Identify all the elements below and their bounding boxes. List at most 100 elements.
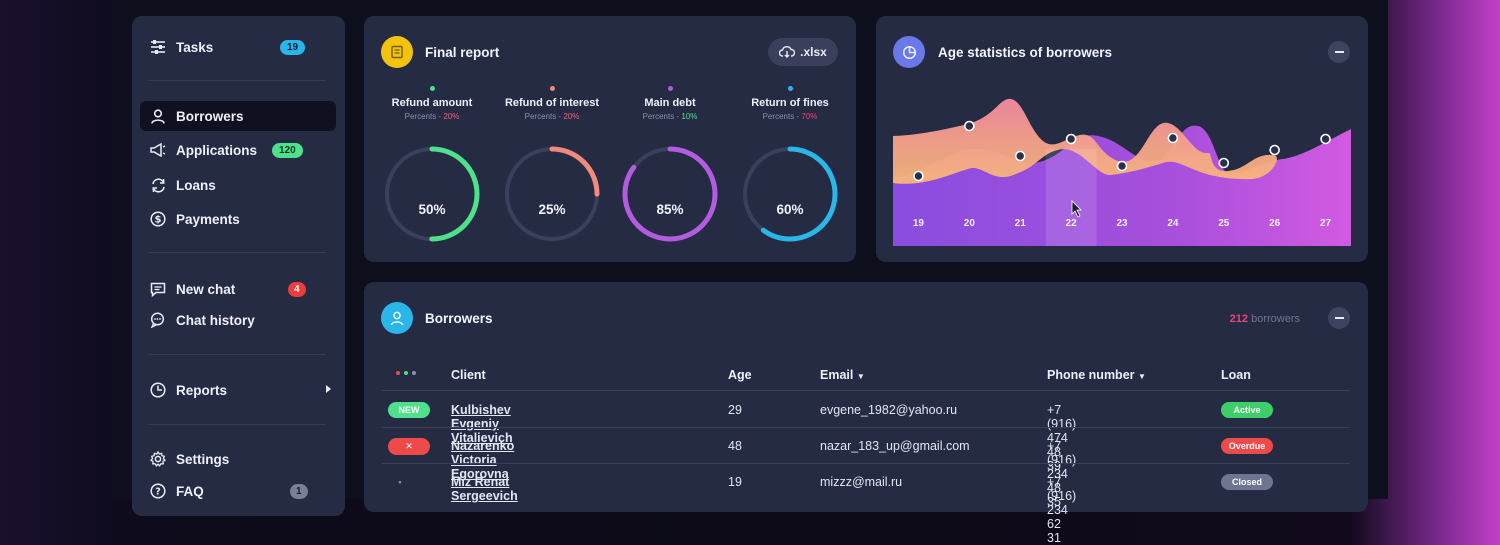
data-point-27[interactable] (1320, 133, 1331, 145)
sidebar-item-loans[interactable]: Loans (140, 170, 336, 200)
x-tick-label: 23 (1116, 218, 1128, 229)
x-tick-label: 21 (1015, 218, 1027, 229)
data-point-23[interactable] (1116, 160, 1128, 172)
help-icon: ? (148, 481, 168, 501)
user-circle-icon (381, 302, 413, 334)
data-point-21[interactable] (1014, 150, 1026, 162)
metric-value: 85% (656, 202, 684, 217)
collapse-age-statistics-button[interactable] (1328, 41, 1350, 63)
metric-sub-value: 20% (563, 112, 580, 121)
metric-sub-prefix: Percents - (404, 112, 444, 121)
metric-dot (549, 86, 555, 91)
chat-icon (148, 279, 168, 299)
applications-count-badge: 120 (272, 142, 303, 158)
megaphone-icon (148, 140, 168, 160)
column-header-email-label: Email (820, 368, 854, 382)
sidebar-item-label: Payments (176, 211, 240, 227)
metric-sub: Percents - 20% (372, 112, 492, 121)
metric-name: Return of fines (751, 97, 829, 109)
metric-value: 50% (418, 202, 446, 217)
data-point-25[interactable] (1218, 157, 1230, 169)
metric-dot (787, 86, 793, 91)
row-tag: • (398, 477, 402, 487)
sidebar-divider (148, 80, 326, 81)
data-point-19[interactable] (913, 170, 924, 182)
sidebar-item-label: FAQ (176, 483, 204, 499)
x-tick-label: 26 (1269, 218, 1281, 229)
sidebar-item-label: Applications (176, 142, 258, 158)
svg-text:$: $ (155, 215, 162, 226)
metric-dot (667, 86, 673, 91)
column-header-loan[interactable]: Loan (1221, 368, 1251, 382)
collapse-borrowers-button[interactable] (1328, 307, 1350, 329)
metric-dot (429, 86, 435, 91)
refresh-icon (148, 175, 168, 195)
svg-text:?: ? (155, 487, 161, 498)
sort-down-icon: ▼ (1138, 372, 1146, 381)
sidebar-item-faq[interactable]: ? FAQ 1 (140, 476, 336, 506)
sidebar-item-reports[interactable]: Reports (140, 375, 336, 405)
column-header-phone-label: Phone number (1047, 368, 1135, 382)
chat-history-icon (148, 310, 168, 330)
column-header-age[interactable]: Age (728, 368, 752, 382)
metric-sub: Percents - 70% (730, 112, 850, 121)
table-header-divider (382, 390, 1350, 391)
metric-sub-prefix: Percents - (762, 112, 802, 121)
client-age: 29 (728, 403, 742, 417)
column-header-client[interactable]: Client (451, 368, 486, 382)
data-point-20[interactable] (964, 120, 975, 132)
age-series-orange-area (893, 98, 1277, 184)
chevron-right-icon (326, 385, 331, 393)
data-point-22[interactable] (1065, 133, 1077, 145)
column-header-phone[interactable]: Phone number ▼ (1047, 368, 1146, 382)
pie-chart-icon (893, 36, 925, 68)
sidebar-item-applications[interactable]: Applications 120 (140, 135, 336, 165)
data-point-24[interactable] (1167, 132, 1179, 144)
metric-2: Refund of interest Percents - 20% (492, 86, 612, 121)
user-icon (148, 106, 168, 126)
row-tags-legend-icon[interactable] (396, 371, 416, 375)
client-age: 48 (728, 439, 742, 453)
gear-icon (148, 449, 168, 469)
ring-progress (742, 146, 838, 242)
column-header-email[interactable]: Email ▼ (820, 368, 865, 382)
sidebar: Tasks 19 Borrowers Applications 120 Loan… (132, 16, 345, 516)
sidebar-item-chat-history[interactable]: Chat history (140, 305, 336, 335)
metric-name: Main debt (644, 97, 696, 109)
sidebar-item-tasks[interactable]: Tasks 19 (140, 32, 336, 62)
metric-progress-ring (622, 146, 718, 242)
sidebar-item-settings[interactable]: Settings (140, 444, 336, 474)
borrowers-title: Borrowers (425, 311, 493, 326)
age-area-chart[interactable]: 19 20 21 22 23 24 25 26 27 (893, 91, 1351, 246)
report-icon (381, 36, 413, 68)
ring-progress (504, 146, 600, 242)
metric-sub-prefix: Percents - (524, 112, 564, 121)
sidebar-item-label: Chat history (176, 312, 255, 328)
loan-status-badge: Overdue (1221, 438, 1273, 454)
metric-sub: Percents - 20% (492, 112, 612, 121)
metric-name: Refund of interest (504, 97, 600, 109)
metric-sub: Percents - 10% (610, 112, 730, 121)
metric-progress-ring (504, 146, 600, 242)
client-phone: +7 (916) 234 62 31 (1047, 475, 1077, 545)
dollar-icon: $ (148, 209, 168, 229)
sidebar-item-borrowers[interactable]: Borrowers (140, 101, 336, 131)
x-tick-label: 22 (1066, 218, 1078, 229)
data-point-26[interactable] (1269, 144, 1280, 156)
age-statistics-panel: Age statistics of borrowers 19 20 21 22 23 24… (876, 16, 1368, 262)
export-xlsx-button[interactable]: .xlsx (768, 38, 838, 66)
mouse-cursor-icon (1071, 200, 1082, 218)
metric-1: Refund amount Percents - 20% (372, 86, 492, 121)
borrowers-panel: Borrowers 212 borrowers Client Age Email… (364, 282, 1368, 545)
clock-pie-icon (148, 380, 168, 400)
sidebar-item-label: Reports (176, 382, 228, 398)
highlighted-day-column (1045, 149, 1097, 246)
metric-sub-value: 20% (443, 112, 460, 121)
sidebar-item-payments[interactable]: $ Payments (140, 204, 336, 234)
sidebar-item-label: Borrowers (176, 108, 244, 124)
sliders-icon (148, 37, 168, 57)
sidebar-item-new-chat[interactable]: New chat 4 (140, 274, 336, 304)
age-statistics-title: Age statistics of borrowers (938, 45, 1113, 60)
x-tick-label: 19 (913, 218, 925, 229)
ring-progress (622, 146, 718, 242)
